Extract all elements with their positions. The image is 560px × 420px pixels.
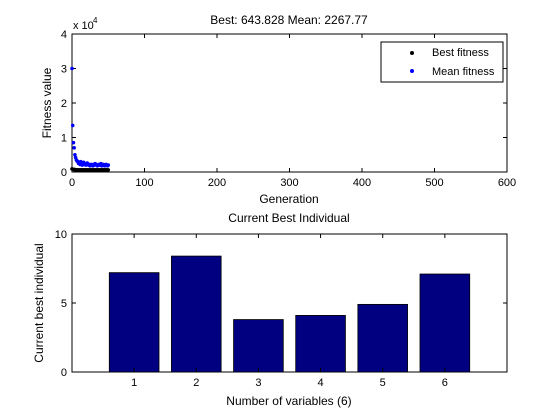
y-tick-label: 4: [61, 29, 67, 41]
bars: [108, 255, 471, 373]
x-tick-label: 5: [380, 377, 386, 389]
mean-fitness-point: [73, 152, 77, 157]
legend-mean-marker: [410, 69, 414, 73]
bar-x-label: Number of variables (6): [226, 394, 351, 408]
bar-y-label: Current best individual: [32, 243, 46, 362]
y-tick-label: 3: [61, 64, 67, 76]
mean-fitness-series: [70, 66, 111, 168]
x-tick-label: 4: [318, 377, 324, 389]
legend-mean-label: Mean fitness: [432, 66, 495, 78]
bar: [108, 272, 160, 373]
fitness-x-ticks: 0 100 200 300 400 500 600: [69, 34, 516, 189]
best-individual-title: Current Best Individual: [228, 211, 349, 225]
x-tick-label: 400: [353, 177, 371, 189]
legend-box: [380, 41, 504, 83]
x-tick-label: 200: [208, 177, 226, 189]
bar: [295, 315, 346, 373]
x-tick-label: 100: [135, 177, 153, 189]
best-fitness-series: [70, 167, 111, 172]
best-fitness-point: [106, 168, 111, 172]
mean-fitness-point: [70, 66, 74, 71]
bar-x-ticks: 1 2 3 4 5 6: [131, 234, 448, 389]
x-tick-label: 300: [280, 177, 298, 189]
bar: [171, 255, 222, 373]
y-multiplier-exponent: 4: [93, 16, 98, 25]
fitness-x-label: Generation: [259, 192, 318, 206]
legend: Best fitness Mean fitness: [380, 41, 504, 83]
mean-fitness-point: [70, 123, 75, 128]
x-tick-label: 500: [425, 177, 443, 189]
mean-fitness-point: [106, 163, 111, 167]
best-individual-plot: Current Best Individual 1 2 3 4 5 6 0 5 10 Numb…: [32, 211, 508, 408]
y-tick-label: 2: [61, 98, 67, 110]
x-tick-label: 0: [69, 177, 75, 189]
bar-y-ticks: 0 5 10: [55, 229, 507, 379]
x-tick-label: 3: [255, 377, 261, 389]
legend-best-label: Best fitness: [432, 47, 489, 59]
y-tick-label: 5: [61, 298, 67, 310]
fitness-plot-title: Best: 643.828 Mean: 2267.77: [210, 13, 368, 27]
y-tick-label: 0: [61, 367, 67, 379]
fitness-y-label: Fitness value: [40, 67, 54, 138]
fitness-y-ticks: 0 1 2 3 4: [61, 29, 507, 179]
y-tick-label: 1: [61, 133, 67, 145]
x-tick-label: 1: [131, 377, 137, 389]
x-tick-label: 600: [498, 177, 516, 189]
y-tick-label: 0: [61, 167, 67, 179]
legend-entry-mean: Mean fitness: [410, 66, 495, 78]
y-multiplier: x 10 4: [73, 16, 98, 32]
y-tick-label: 10: [55, 229, 67, 241]
mean-fitness-point: [72, 146, 76, 150]
bar: [419, 273, 471, 373]
x-tick-label: 6: [442, 377, 448, 389]
mean-fitness-point: [71, 140, 76, 145]
bar: [357, 303, 408, 373]
bar: [233, 319, 284, 373]
x-tick-label: 2: [193, 377, 199, 389]
fitness-plot: Best: 643.828 Mean: 2267.77 x 10 4 0 100 2…: [40, 13, 516, 206]
fitness-points: [70, 66, 111, 172]
y-multiplier-label: x 10: [73, 20, 94, 32]
legend-best-marker: [410, 51, 414, 55]
legend-entry-best: Best fitness: [410, 47, 489, 59]
